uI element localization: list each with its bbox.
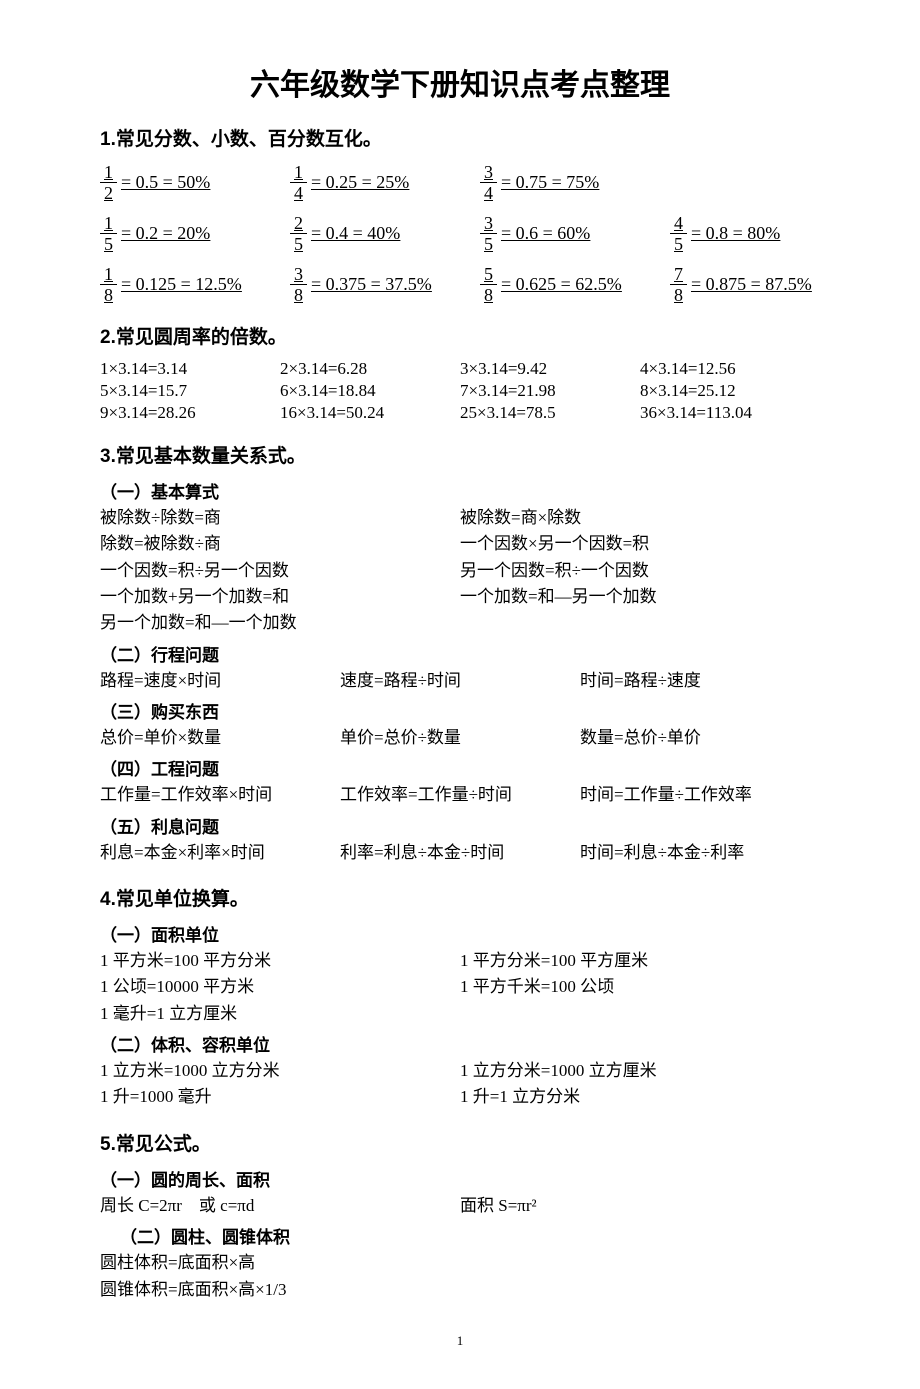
pi-row: 1×3.14=3.14 2×3.14=6.28 3×3.14=9.42 4×3.…	[100, 359, 820, 379]
pi-cell: 5×3.14=15.7	[100, 381, 280, 401]
pi-row: 9×3.14=28.26 16×3.14=50.24 25×3.14=78.5 …	[100, 403, 820, 423]
formula-row: 路程=速度×时间速度=路程÷时间时间=路程÷速度	[100, 668, 820, 694]
unit-row: 1 毫升=1 立方厘米	[100, 1001, 820, 1027]
pi-cell: 1×3.14=3.14	[100, 359, 280, 379]
page-title: 六年级数学下册知识点考点整理	[100, 60, 820, 104]
fraction-row-1: 12= 0.5 = 50% 14= 0.25 = 25% 34= 0.75 = …	[100, 163, 820, 202]
subsection-5-1: （一）圆的周长、面积	[100, 1166, 820, 1191]
subsection-5-2: （二）圆柱、圆锥体积	[120, 1223, 820, 1248]
fraction-item: 38= 0.375 = 37.5%	[290, 265, 450, 304]
unit-row: 1 平方米=100 平方分米1 平方分米=100 平方厘米	[100, 948, 820, 974]
unit-row: 1 公顷=10000 平方米1 平方千米=100 公顷	[100, 974, 820, 1000]
formula-row: 被除数÷除数=商被除数=商×除数	[100, 505, 820, 531]
formula-row: 利息=本金×利率×时间利率=利息÷本金÷时间时间=利息÷本金÷利率	[100, 840, 820, 866]
formula-row: 圆柱体积=底面积×高	[100, 1250, 820, 1276]
fraction-item: 12= 0.5 = 50%	[100, 163, 260, 202]
fraction-item: 14= 0.25 = 25%	[290, 163, 450, 202]
fraction-item: 34= 0.75 = 75%	[480, 163, 640, 202]
unit-row: 1 立方米=1000 立方分米1 立方分米=1000 立方厘米	[100, 1058, 820, 1084]
subsection-3-4: （四）工程问题	[100, 755, 820, 780]
pi-cell: 25×3.14=78.5	[460, 403, 640, 423]
subsection-3-5: （五）利息问题	[100, 813, 820, 838]
section-1-heading: 1.常见分数、小数、百分数互化。	[100, 124, 820, 151]
subsection-4-1: （一）面积单位	[100, 921, 820, 946]
subsection-3-3: （三）购买东西	[100, 698, 820, 723]
pi-cell: 2×3.14=6.28	[280, 359, 460, 379]
formula-row: 工作量=工作效率×时间工作效率=工作量÷时间时间=工作量÷工作效率	[100, 782, 820, 808]
fraction-row-2: 15= 0.2 = 20% 25= 0.4 = 40% 35= 0.6 = 60…	[100, 214, 820, 253]
fraction-item: 18= 0.125 = 12.5%	[100, 265, 260, 304]
formula-row: 一个加数+另一个加数=和一个加数=和—另一个加数	[100, 584, 820, 610]
formula-row: 周长 C=2πr 或 c=πd面积 S=πr²	[100, 1193, 820, 1219]
pi-cell: 7×3.14=21.98	[460, 381, 640, 401]
section-3-heading: 3.常见基本数量关系式。	[100, 441, 820, 468]
section-5-heading: 5.常见公式。	[100, 1129, 820, 1156]
unit-row: 1 升=1000 毫升1 升=1 立方分米	[100, 1084, 820, 1110]
pi-cell: 36×3.14=113.04	[640, 403, 820, 423]
fraction-item: 78= 0.875 = 87.5%	[670, 265, 830, 304]
subsection-4-2: （二）体积、容积单位	[100, 1031, 820, 1056]
pi-row: 5×3.14=15.7 6×3.14=18.84 7×3.14=21.98 8×…	[100, 381, 820, 401]
formula-row: 总价=单价×数量单价=总价÷数量数量=总价÷单价	[100, 725, 820, 751]
formula-row: 除数=被除数÷商一个因数×另一个因数=积	[100, 531, 820, 557]
formula-row: 圆锥体积=底面积×高×1/3	[100, 1277, 820, 1303]
fraction-item: 25= 0.4 = 40%	[290, 214, 450, 253]
pi-cell: 6×3.14=18.84	[280, 381, 460, 401]
subsection-3-1: （一）基本算式	[100, 478, 820, 503]
fraction-item: 35= 0.6 = 60%	[480, 214, 640, 253]
page-number: 1	[100, 1333, 820, 1349]
pi-cell: 4×3.14=12.56	[640, 359, 820, 379]
pi-cell: 16×3.14=50.24	[280, 403, 460, 423]
document-page: 六年级数学下册知识点考点整理 1.常见分数、小数、百分数互化。 12= 0.5 …	[0, 0, 920, 1389]
fraction-row-3: 18= 0.125 = 12.5% 38= 0.375 = 37.5% 58= …	[100, 265, 820, 304]
pi-cell: 9×3.14=28.26	[100, 403, 280, 423]
fraction-item: 58= 0.625 = 62.5%	[480, 265, 640, 304]
section-4-heading: 4.常见单位换算。	[100, 884, 820, 911]
pi-cell: 8×3.14=25.12	[640, 381, 820, 401]
fraction-item: 15= 0.2 = 20%	[100, 214, 260, 253]
formula-row: 另一个加数=和—一个加数	[100, 610, 820, 636]
fraction-item: 45= 0.8 = 80%	[670, 214, 830, 253]
subsection-3-2: （二）行程问题	[100, 641, 820, 666]
formula-row: 一个因数=积÷另一个因数另一个因数=积÷一个因数	[100, 558, 820, 584]
pi-cell: 3×3.14=9.42	[460, 359, 640, 379]
section-2-heading: 2.常见圆周率的倍数。	[100, 322, 820, 349]
